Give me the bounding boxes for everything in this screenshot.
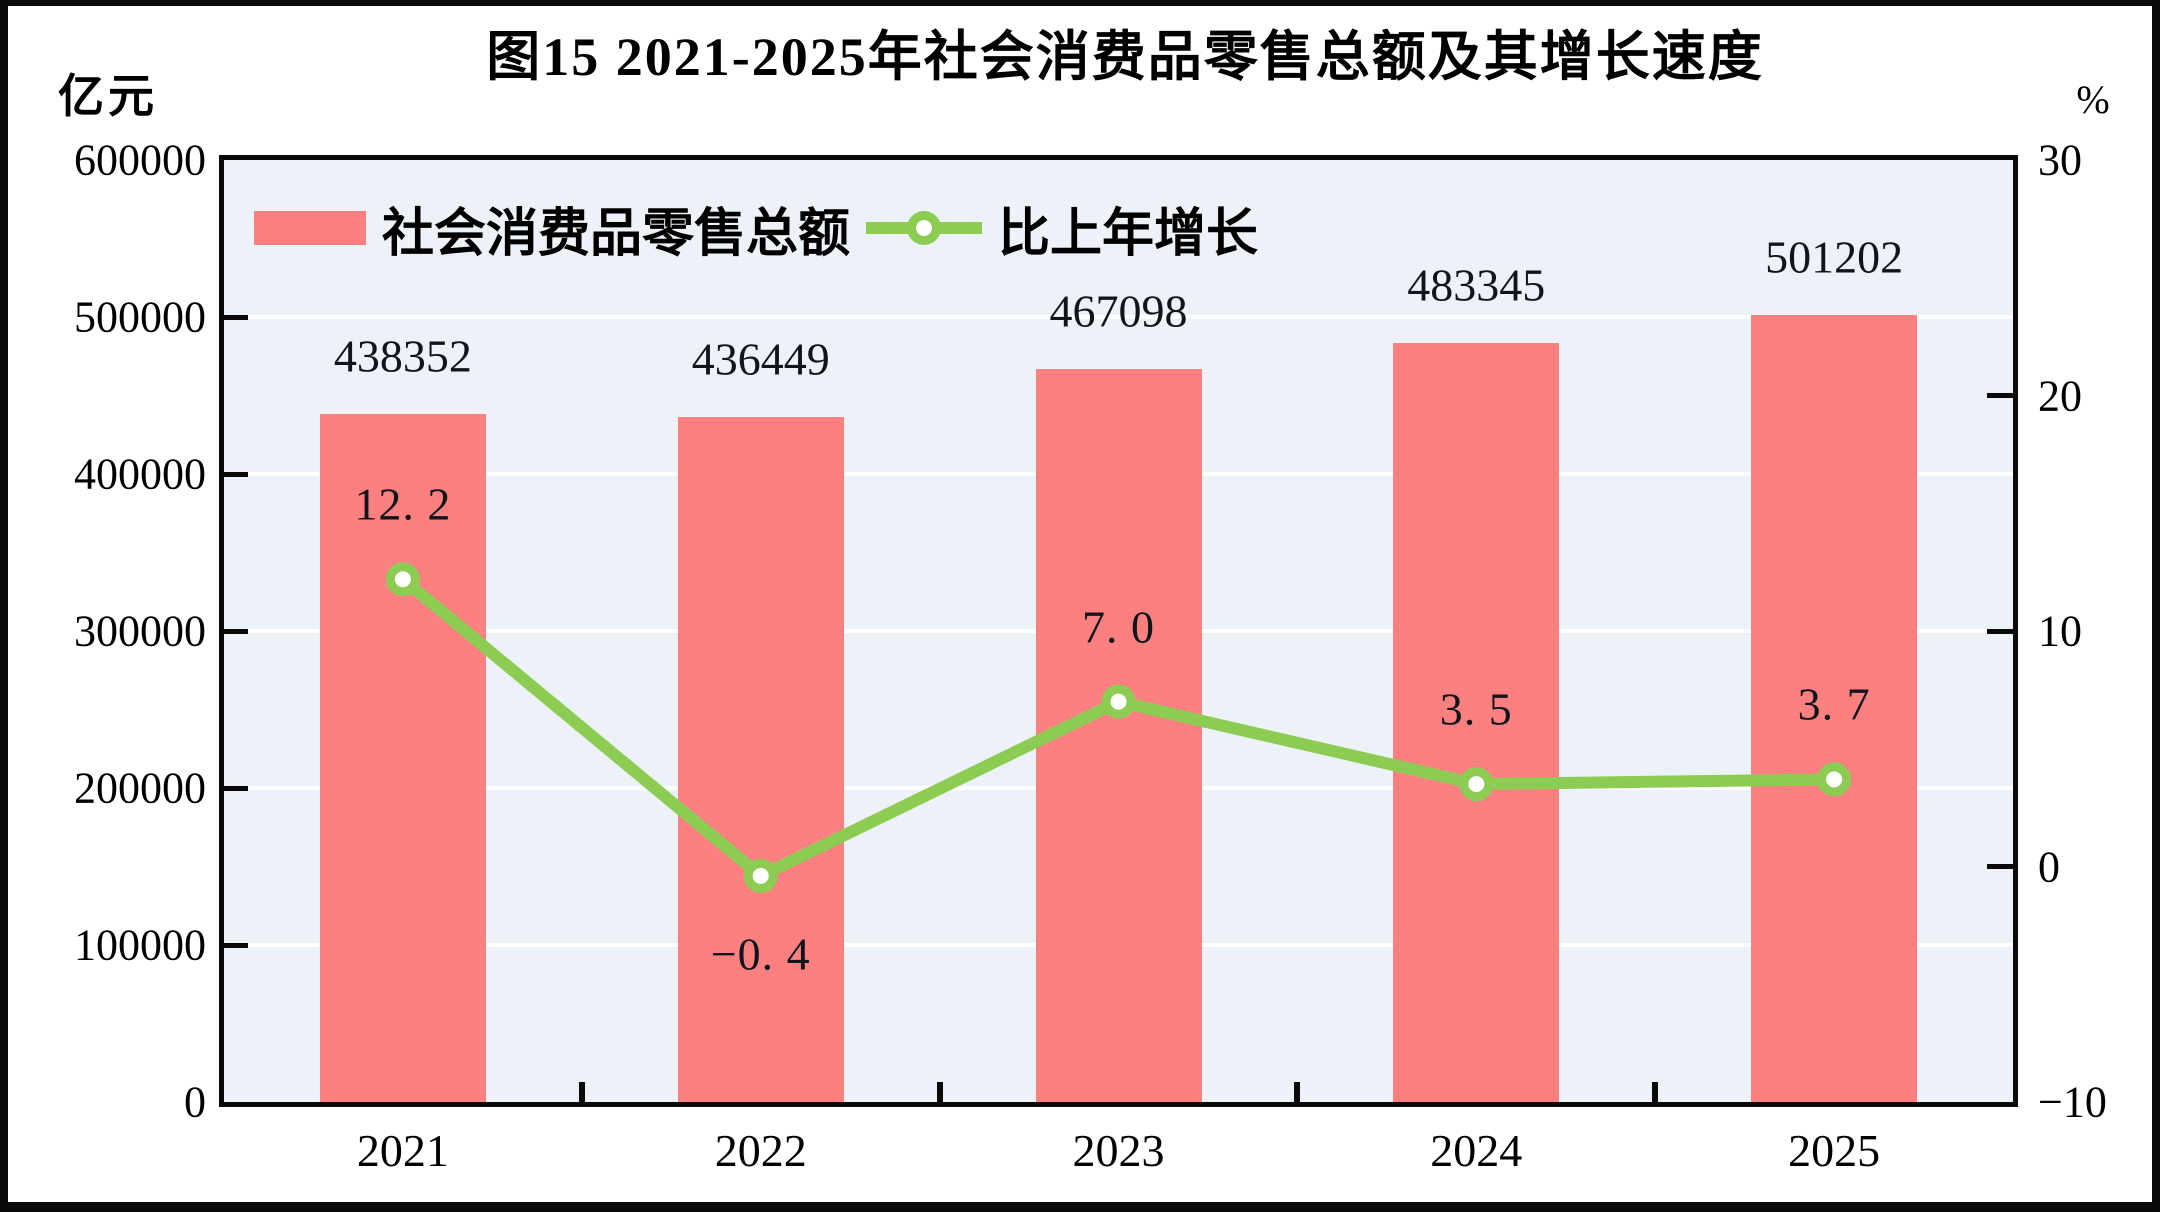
- left-axis-tick-label: 600000: [74, 135, 206, 185]
- x-axis-category-label: 2024: [1430, 1125, 1523, 1176]
- bar-value-label: 501202: [1765, 231, 1904, 283]
- right-axis-tick: [1987, 864, 2013, 869]
- x-axis-category-label: 2021: [356, 1125, 449, 1176]
- gridline: [224, 315, 2013, 319]
- legend-label-line-series: 比上年增长: [998, 205, 1259, 263]
- right-axis-tick-label: 0: [2038, 842, 2060, 891]
- left-axis-tick: [224, 628, 248, 634]
- plot-area: 社会消费品零售总额 比上年增长 438352 436449 467098 483345…: [219, 155, 2018, 1107]
- x-axis-tick: [936, 1082, 943, 1102]
- left-axis-tick: [224, 314, 248, 320]
- right-axis-tick-label: 30: [2038, 135, 2082, 185]
- line-series-marker-icon: [866, 211, 983, 245]
- left-axis-tick: [224, 471, 248, 477]
- left-axis-tick-label: 500000: [74, 292, 206, 342]
- bar-series-swatch: [254, 211, 366, 245]
- left-axis-tick-label: 300000: [74, 606, 206, 656]
- legend-label-bar-series: 社会消费品零售总额: [382, 205, 851, 263]
- right-axis-tick: [1987, 393, 2013, 398]
- x-axis-tick: [578, 1082, 585, 1102]
- bar-2025: [1751, 315, 1918, 1102]
- growth-line-chart: [385, 562, 1852, 893]
- bar-value-label: 467098: [1049, 285, 1188, 337]
- left-axis-tick-label: 200000: [74, 763, 206, 813]
- bar-2022: [677, 416, 844, 1102]
- right-axis-tick-label: −10: [2038, 1077, 2107, 1127]
- data-point-marker: [385, 562, 420, 597]
- data-point-marker: [743, 858, 778, 893]
- line-value-label: 12. 2: [354, 478, 452, 530]
- bar-value-label: 438352: [333, 330, 472, 382]
- data-point-marker: [1101, 684, 1136, 719]
- right-axis-tick-label: 20: [2038, 371, 2082, 420]
- left-axis-tick-label: 0: [184, 1077, 206, 1127]
- line-value-label: 3. 7: [1797, 678, 1871, 730]
- plot-inner: 社会消费品零售总额 比上年增长 438352 436449 467098 483345…: [224, 160, 2013, 1102]
- right-axis-tick-label: 10: [2038, 606, 2082, 656]
- x-axis-category-label: 2025: [1788, 1125, 1881, 1176]
- bar-2024: [1393, 343, 1560, 1102]
- x-axis-category-label: 2023: [1072, 1125, 1165, 1176]
- right-axis-unit: %: [2076, 77, 2110, 122]
- bar-value-label: 483345: [1407, 259, 1546, 311]
- chart-title: 图15 2021-2025年社会消费品零售总额及其增长速度: [486, 27, 1764, 87]
- line-value-label: −0. 4: [710, 928, 811, 980]
- x-axis-category-label: 2022: [714, 1125, 807, 1176]
- left-axis-tick: [224, 785, 248, 791]
- left-axis-tick-label: 100000: [74, 920, 206, 970]
- bar-value-label: 436449: [691, 333, 830, 385]
- line-value-label: 3. 5: [1439, 683, 1513, 735]
- x-axis-tick: [1652, 1082, 1659, 1102]
- right-axis-tick: [1987, 628, 2013, 634]
- data-point-marker: [1817, 762, 1852, 797]
- left-axis-unit: 亿元: [58, 71, 158, 122]
- data-point-marker: [1459, 767, 1494, 802]
- left-axis-tick-label: 400000: [74, 449, 206, 499]
- bar-2021: [319, 413, 486, 1102]
- bar-2023: [1035, 368, 1202, 1102]
- x-axis-tick: [1294, 1082, 1301, 1102]
- line-value-label: 7. 0: [1082, 601, 1155, 653]
- legend: 社会消费品零售总额 比上年增长: [254, 200, 1258, 263]
- left-axis-tick: [224, 942, 248, 948]
